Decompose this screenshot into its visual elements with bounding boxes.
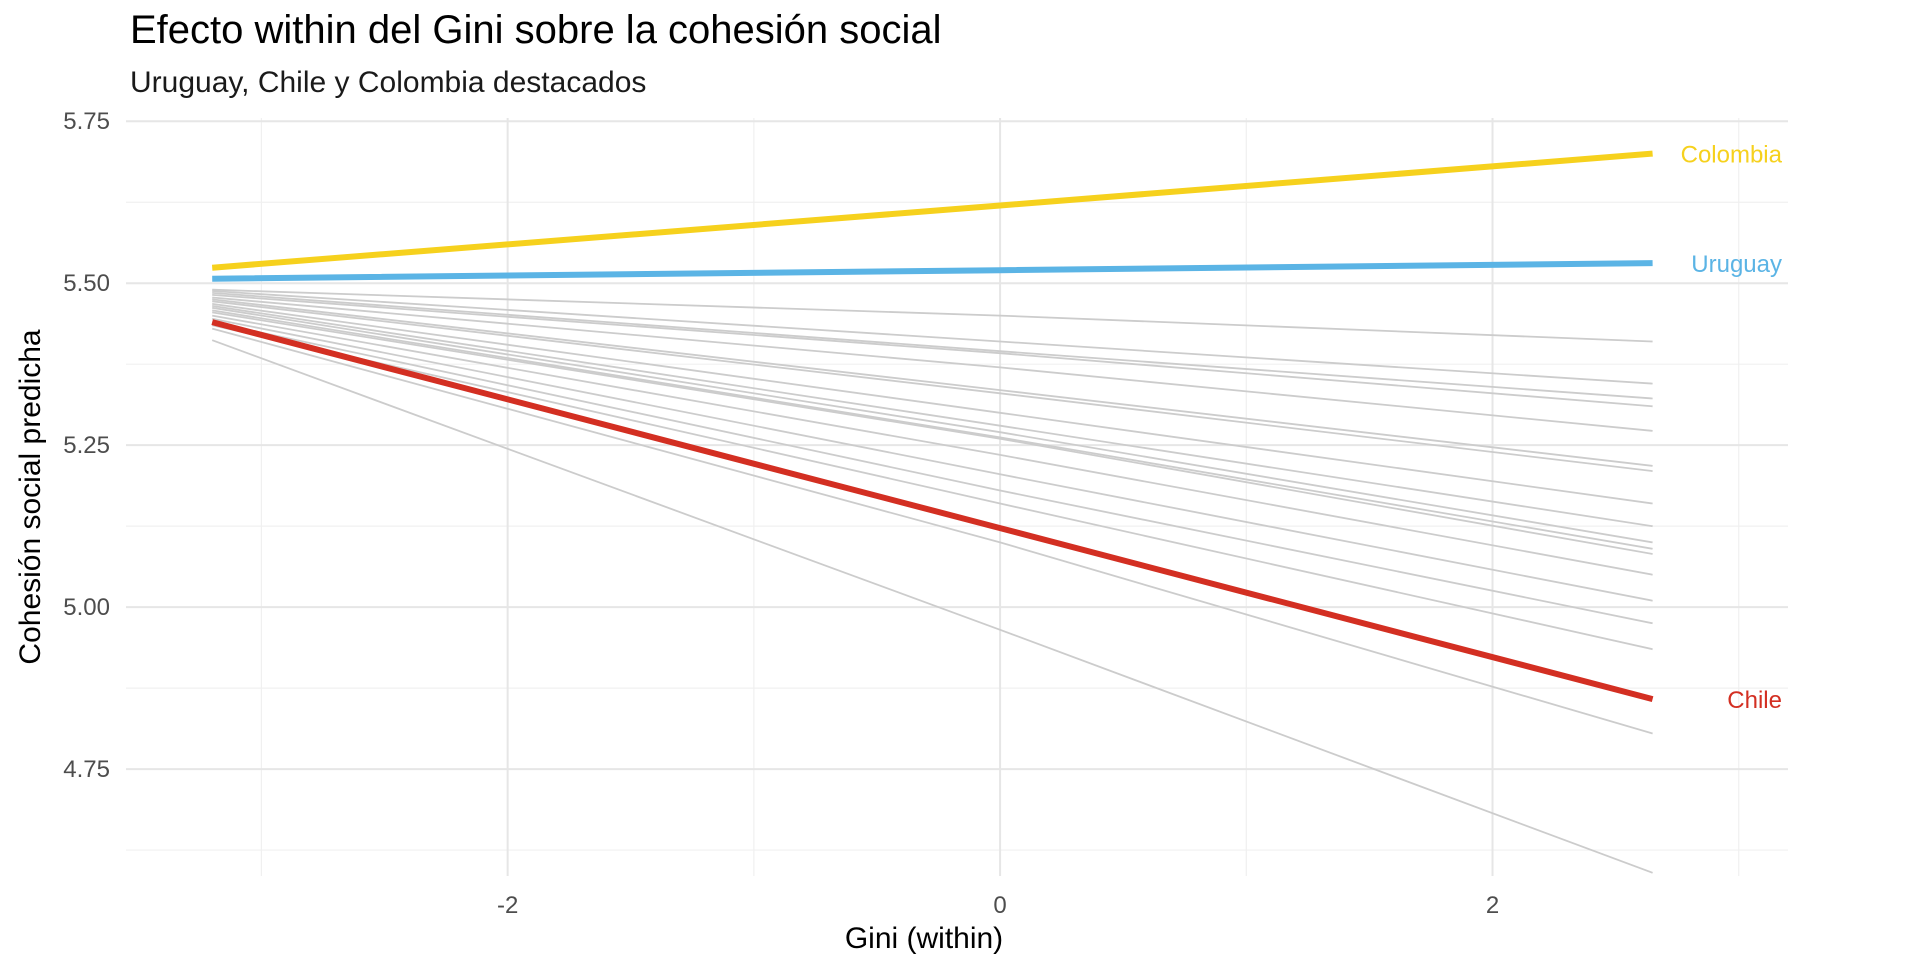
y-tick-label: 5.75 [63,108,110,135]
x-axis-label: Gini (within) [845,922,1003,955]
background-series-line [212,306,1653,544]
background-series-line [212,314,1653,576]
x-tick-label: -2 [497,892,518,919]
background-series-line [212,288,1653,343]
highlighted-series-group [211,150,1654,703]
background-series-line [212,321,1653,625]
x-axis-ticks: -2 0 2 [497,892,1499,919]
series-end-labels: Colombia Uruguay Chile [1681,142,1783,715]
chart-title: Efecto within del Gini sobre la cohesión… [130,8,942,52]
background-series-line [212,309,1653,550]
background-series-line [211,327,1653,735]
series-label-uruguay: Uruguay [1691,251,1782,278]
background-series-line [212,305,1653,528]
y-tick-label: 5.50 [63,270,110,297]
x-tick-label: 0 [993,892,1006,919]
series-line-colombia [211,150,1653,271]
background-series-line [212,294,1653,408]
series-label-colombia: Colombia [1681,142,1783,169]
background-series-line [212,296,1653,432]
background-series-line [212,290,1653,385]
background-series-line [212,303,1653,505]
chart-subtitle: Uruguay, Chile y Colombia destacados [130,66,647,99]
series-line-chile [211,319,1654,703]
background-series-line [212,300,1653,472]
y-tick-label: 5.25 [63,432,110,459]
x-tick-label: 2 [1486,892,1499,919]
background-series-line [212,311,1653,555]
y-tick-label: 5.00 [63,594,110,621]
y-axis-ticks: 4.75 5.00 5.25 5.50 5.75 [63,108,110,783]
y-tick-label: 4.75 [63,756,110,783]
series-label-chile: Chile [1727,687,1782,714]
background-series-line [212,324,1653,651]
y-axis-label: Cohesión social predicha [14,329,47,665]
minor-gridlines [126,118,1788,876]
background-series-line [212,317,1653,602]
series-line-uruguay [212,260,1653,282]
major-gridlines [126,118,1788,876]
background-series-line [211,339,1653,874]
background-series-group [211,288,1653,874]
background-series-line [212,292,1653,400]
background-series-line [212,298,1653,467]
